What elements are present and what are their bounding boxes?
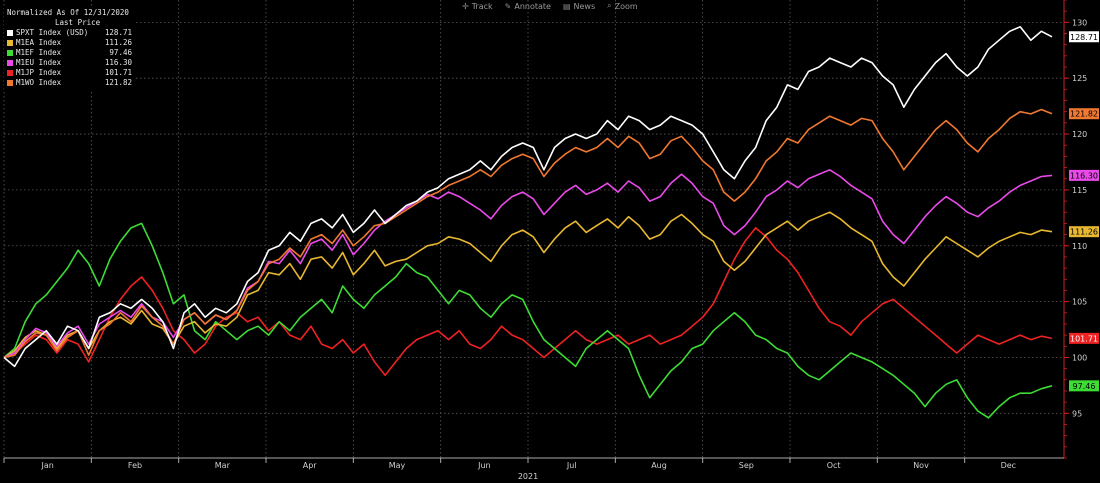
last-value-bg xyxy=(1069,332,1099,344)
track-label: Track xyxy=(471,1,493,11)
legend-swatch xyxy=(7,70,13,76)
y-tick-label: 110 xyxy=(1072,242,1087,251)
last-value-bg xyxy=(1069,380,1099,392)
last-value-text: 111.26 xyxy=(1070,228,1098,237)
last-value-label-m1jp: 101.71 xyxy=(1069,332,1099,344)
legend-series-name: SPXT Index (USD) xyxy=(16,28,89,37)
legend-subtitle: Last Price xyxy=(55,18,101,27)
legend-title: Normalized As Of 12/31/2020 xyxy=(7,8,129,17)
legend-swatch xyxy=(7,50,13,56)
zoom-icon: ⌕ xyxy=(607,1,612,10)
news-button[interactable]: ▤ News xyxy=(563,1,595,11)
legend-item[interactable]: M1EA Index 111.26 xyxy=(7,38,132,48)
annotate-button[interactable]: ✎ Annotate xyxy=(505,1,551,11)
last-value-text: 116.30 xyxy=(1070,171,1098,180)
legend-series-name: M1WO Index xyxy=(16,78,62,87)
x-tick-label: Jul xyxy=(566,461,577,470)
legend-series-value: 111.26 xyxy=(104,38,132,47)
last-value-label-m1ea: 111.26 xyxy=(1069,226,1099,238)
track-button[interactable]: ✛ Track xyxy=(462,1,493,11)
y-tick-label: 130 xyxy=(1072,18,1087,27)
legend-series-name: M1EA Index xyxy=(16,38,62,47)
y-tick-label: 100 xyxy=(1072,353,1087,362)
legend-swatch xyxy=(7,80,13,86)
zoom-button[interactable]: ⌕ Zoom xyxy=(607,1,638,11)
legend-series-name: M1JP Index xyxy=(16,68,62,77)
legend-series-name: M1EF Index xyxy=(16,48,62,57)
grid-lines xyxy=(3,0,1064,458)
x-tick-label: Mar xyxy=(215,461,231,470)
series-line-m1ea xyxy=(3,211,1053,359)
x-tick-label: Sep xyxy=(739,461,754,470)
last-value-text: 97.46 xyxy=(1073,382,1096,391)
y-tick-label: 95 xyxy=(1072,409,1082,418)
legend-series-value: 97.46 xyxy=(109,48,132,57)
last-value-bg xyxy=(1069,108,1099,120)
legend-swatch xyxy=(7,40,13,46)
annotate-label: Annotate xyxy=(514,1,551,11)
legend-item[interactable]: M1JP Index 101.71 xyxy=(7,68,132,78)
series-line-spxt xyxy=(3,25,1053,368)
legend-item[interactable]: M1EU Index 116.30 xyxy=(7,58,132,68)
series-lines xyxy=(3,25,1053,419)
news-icon: ▤ xyxy=(562,1,571,11)
y-tick-label: 105 xyxy=(1072,298,1087,307)
zoom-label: Zoom xyxy=(614,1,638,11)
legend-swatch xyxy=(7,30,13,36)
x-tick-label: Aug xyxy=(651,461,667,470)
last-value-text: 101.71 xyxy=(1070,334,1098,343)
legend-item[interactable]: SPXT Index (USD) 128.71 xyxy=(7,28,132,38)
last-value-bg xyxy=(1069,226,1099,238)
last-value-label-m1ef: 97.46 xyxy=(1069,380,1099,392)
chart-legend: Normalized As Of 12/31/2020 Last Price S… xyxy=(4,6,135,90)
legend-series-name: M1EU Index xyxy=(16,58,62,67)
chart-toolbar: ✛ Track ✎ Annotate ▤ News ⌕ Zoom xyxy=(462,1,638,11)
x-tick-label: Jun xyxy=(477,461,491,470)
legend-series-value: 128.71 xyxy=(104,28,132,37)
legend-series-value: 121.82 xyxy=(104,78,132,87)
legend-series-value: 116.30 xyxy=(104,58,132,67)
last-value-label-spxt: 128.71 xyxy=(1069,31,1099,43)
x-tick-label: Feb xyxy=(128,461,142,470)
x-tick-label: Dec xyxy=(1001,461,1016,470)
news-label: News xyxy=(573,1,596,11)
pencil-icon: ✎ xyxy=(504,1,512,11)
x-year-label: 2021 xyxy=(518,472,538,481)
y-tick-label: 120 xyxy=(1072,130,1087,139)
x-tick-label: Nov xyxy=(913,461,929,470)
x-tick-label: Oct xyxy=(827,461,841,470)
y-tick-label: 125 xyxy=(1072,74,1087,83)
last-value-bg xyxy=(1069,31,1099,43)
crosshair-icon: ✛ xyxy=(462,1,469,11)
last-value-labels: 128.71 111.26 97.46 116.30 101.71 121.82 xyxy=(1069,31,1099,392)
legend-item[interactable]: M1WO Index 121.82 xyxy=(7,78,132,88)
last-value-label-m1wo: 121.82 xyxy=(1069,108,1099,120)
last-value-label-m1eu: 116.30 xyxy=(1069,169,1099,181)
x-tick-label: Jan xyxy=(40,461,53,470)
y-tick-label: 115 xyxy=(1072,186,1087,195)
legend-series-value: 101.71 xyxy=(104,68,132,77)
x-tick-label: May xyxy=(389,461,406,470)
series-line-m1ef xyxy=(3,222,1053,419)
x-tick-label: Apr xyxy=(303,461,318,470)
last-value-text: 128.71 xyxy=(1070,33,1098,42)
axes: 95 100 105 110 115 120 125 130 Jan Feb Mar Apr May Ju… xyxy=(3,0,1087,481)
last-value-bg xyxy=(1069,169,1099,181)
legend-swatch xyxy=(7,60,13,66)
last-value-text: 121.82 xyxy=(1070,110,1098,119)
legend-item[interactable]: M1EF Index 97.46 xyxy=(7,48,132,58)
